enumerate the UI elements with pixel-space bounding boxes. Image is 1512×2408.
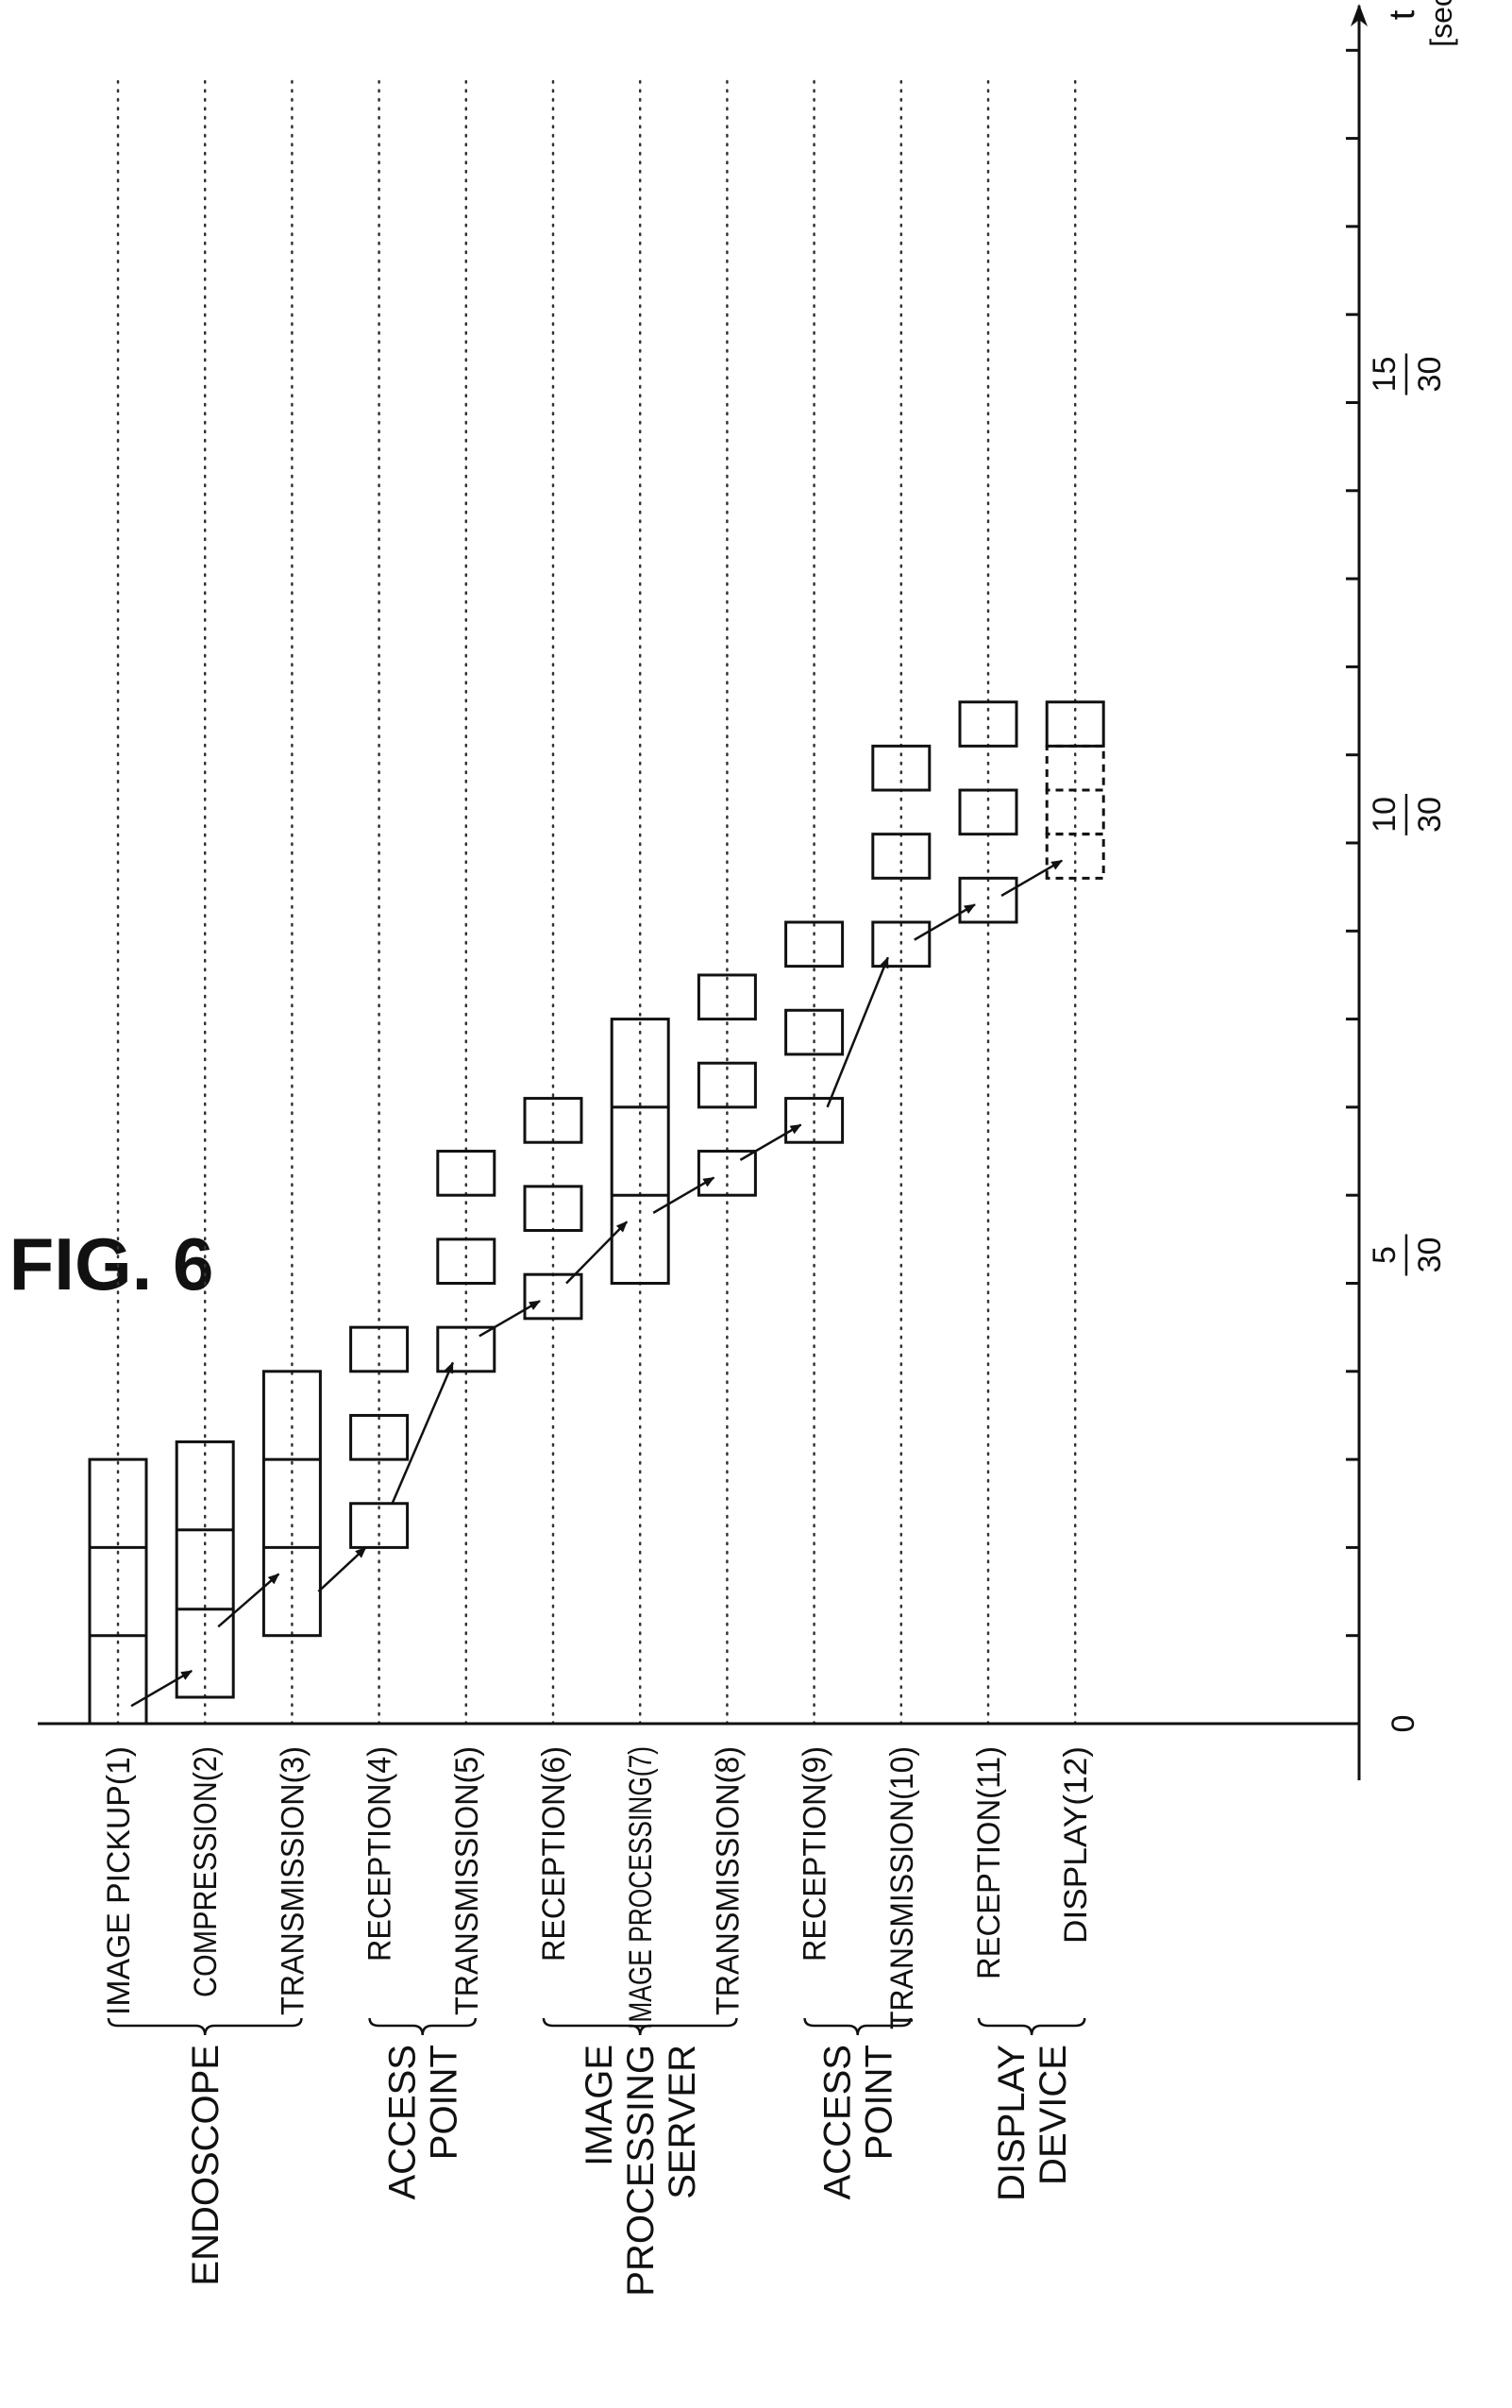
group-bracket <box>107 2017 303 2036</box>
row-label: IMAGE PROCESSING(7) <box>623 1746 659 2029</box>
flow-arrow <box>565 1221 629 1285</box>
group-label: DISPLAY <box>991 2045 1033 2201</box>
frame-box <box>523 1272 583 1321</box>
group-bracket <box>542 2017 738 2036</box>
flow-arrow <box>317 1546 367 1592</box>
frame-box <box>871 744 932 792</box>
flow-arrow <box>130 1669 193 1708</box>
row-label: COMPRESSION(2) <box>188 1746 224 1997</box>
axis-tick-label: 30 <box>1412 357 1448 393</box>
frame-box <box>871 833 932 880</box>
axis-tick-label: 30 <box>1412 797 1448 833</box>
group-label: SERVER <box>662 2045 703 2199</box>
flow-arrow <box>217 1573 280 1628</box>
axis-unit: [sec] <box>1424 0 1458 47</box>
frame-box <box>871 920 932 968</box>
frame-box <box>784 1097 845 1144</box>
group-label: POINT <box>424 2045 465 2160</box>
flow-arrow <box>479 1300 541 1338</box>
frame-box <box>261 1370 322 1638</box>
row-label: DISPLAY(12) <box>1058 1746 1094 1944</box>
group-label: DEVICE <box>1033 2045 1074 2185</box>
frame-box <box>349 1325 410 1373</box>
frame-box <box>1045 744 1105 792</box>
flow-arrow <box>826 956 889 1108</box>
group-bracket <box>977 2017 1086 2036</box>
axis-tick-label: 10 <box>1367 797 1403 833</box>
group-bracket <box>803 2017 913 2036</box>
axis-tick-label: 15 <box>1367 357 1403 393</box>
flow-arrow <box>914 903 976 941</box>
flow-arrow <box>652 1176 715 1214</box>
frame-box <box>697 1061 757 1109</box>
frame-box <box>958 700 1018 748</box>
group-bracket <box>368 2017 478 2036</box>
frame-box <box>610 1018 670 1285</box>
row-label: RECEPTION(4) <box>362 1746 398 1962</box>
group-label: PROCESSING <box>620 2045 662 2297</box>
row-label: IMAGE PICKUP(1) <box>101 1746 137 2015</box>
group-label: IMAGE <box>579 2045 620 2166</box>
frame-box <box>349 1502 410 1549</box>
row-label: RECEPTION(11) <box>971 1746 1007 1979</box>
row-label: TRANSMISSION(5) <box>449 1746 485 2015</box>
flow-arrow <box>391 1361 454 1505</box>
axis-tick-label: 0 <box>1386 1715 1421 1733</box>
axis-tick-label: 5 <box>1367 1246 1403 1264</box>
frame-box <box>958 876 1018 924</box>
row-label: RECEPTION(9) <box>798 1746 833 1962</box>
frame-box <box>784 1008 845 1056</box>
group-label: ENDOSCOPE <box>185 2045 227 2286</box>
flow-arrow <box>739 1123 802 1161</box>
figure-title: FIG. 6 <box>9 1222 214 1305</box>
frame-box <box>88 1457 148 1726</box>
frame-box <box>523 1097 583 1144</box>
frame-box <box>958 788 1018 836</box>
group-label: ACCESS <box>382 2045 424 2200</box>
axis-tick-label: 30 <box>1412 1238 1448 1273</box>
axis-label: t <box>1383 9 1422 20</box>
frame-box <box>175 1440 235 1699</box>
flow-arrow <box>1000 859 1064 898</box>
frame-box <box>697 973 757 1021</box>
frame-box <box>436 1325 496 1373</box>
row-label: TRANSMISSION(8) <box>710 1746 746 2015</box>
group-label: POINT <box>859 2045 900 2160</box>
frame-box <box>784 920 845 968</box>
frame-box <box>697 1150 757 1197</box>
row-label: TRANSMISSION(3) <box>275 1746 311 2015</box>
group-label: ACCESS <box>817 2045 859 2200</box>
frame-box <box>523 1185 583 1233</box>
row-label: TRANSMISSION(10) <box>884 1746 920 2029</box>
frame-box <box>436 1150 496 1197</box>
frame-box <box>349 1413 410 1461</box>
row-label: RECEPTION(6) <box>536 1746 572 1962</box>
frame-box <box>436 1238 496 1285</box>
